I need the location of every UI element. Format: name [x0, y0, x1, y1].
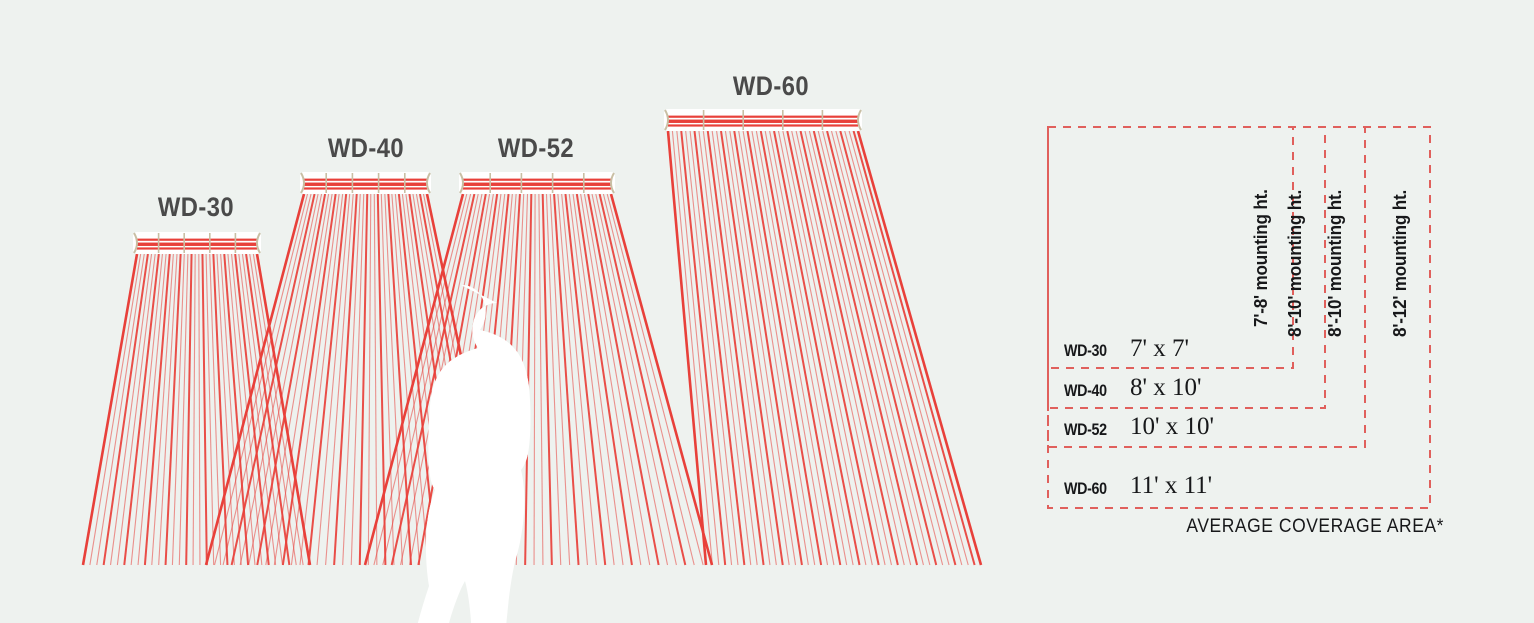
unit-label-wd52: WD-52 — [497, 133, 575, 163]
fixture-wd60 — [664, 109, 862, 131]
legend-model-wd-60: WD-60 — [1064, 479, 1107, 498]
legend-dimension-wd-52: 10' x 10' — [1130, 413, 1215, 440]
airflow-fan-wd40 — [204, 193, 507, 566]
person-silhouette — [417, 285, 531, 623]
legend-dimension-wd-30: 7' x 7' — [1130, 335, 1190, 362]
unit-label-wd40: WD-40 — [327, 133, 405, 163]
mounting-height-wd-30: 7'-8' mounting ht. — [1251, 189, 1271, 327]
airflow-fan-wd60 — [666, 130, 983, 566]
fixture-wd40 — [300, 172, 431, 194]
unit-label-wd60: WD-60 — [732, 71, 810, 101]
legend-model-wd-40: WD-40 — [1064, 381, 1107, 400]
unit-label-wd30: WD-30 — [157, 192, 235, 222]
legend-model-wd-30: WD-30 — [1064, 341, 1107, 360]
legend-rect-wd-60 — [1047, 126, 1431, 509]
airflow-fans — [81, 130, 983, 566]
legend-model-wd-52: WD-52 — [1064, 420, 1107, 439]
fixture-wd52 — [459, 172, 615, 194]
mounting-height-wd-60: 8'-12' mounting ht. — [1390, 189, 1410, 337]
fixture-wd30 — [133, 232, 261, 254]
mounting-height-wd-52: 8'-10' mounting ht. — [1325, 189, 1345, 337]
mounting-height-wd-40: 8'-10' mounting ht. — [1285, 189, 1305, 337]
legend-caption: AVERAGE COVERAGE AREA* — [1186, 516, 1444, 537]
airflow-fan-wd30 — [81, 253, 312, 566]
legend-nested-rectangles — [1047, 126, 1431, 509]
legend-dimension-wd-40: 8' x 10' — [1130, 374, 1202, 401]
legend-dimension-wd-60: 11' x 11' — [1130, 472, 1213, 499]
